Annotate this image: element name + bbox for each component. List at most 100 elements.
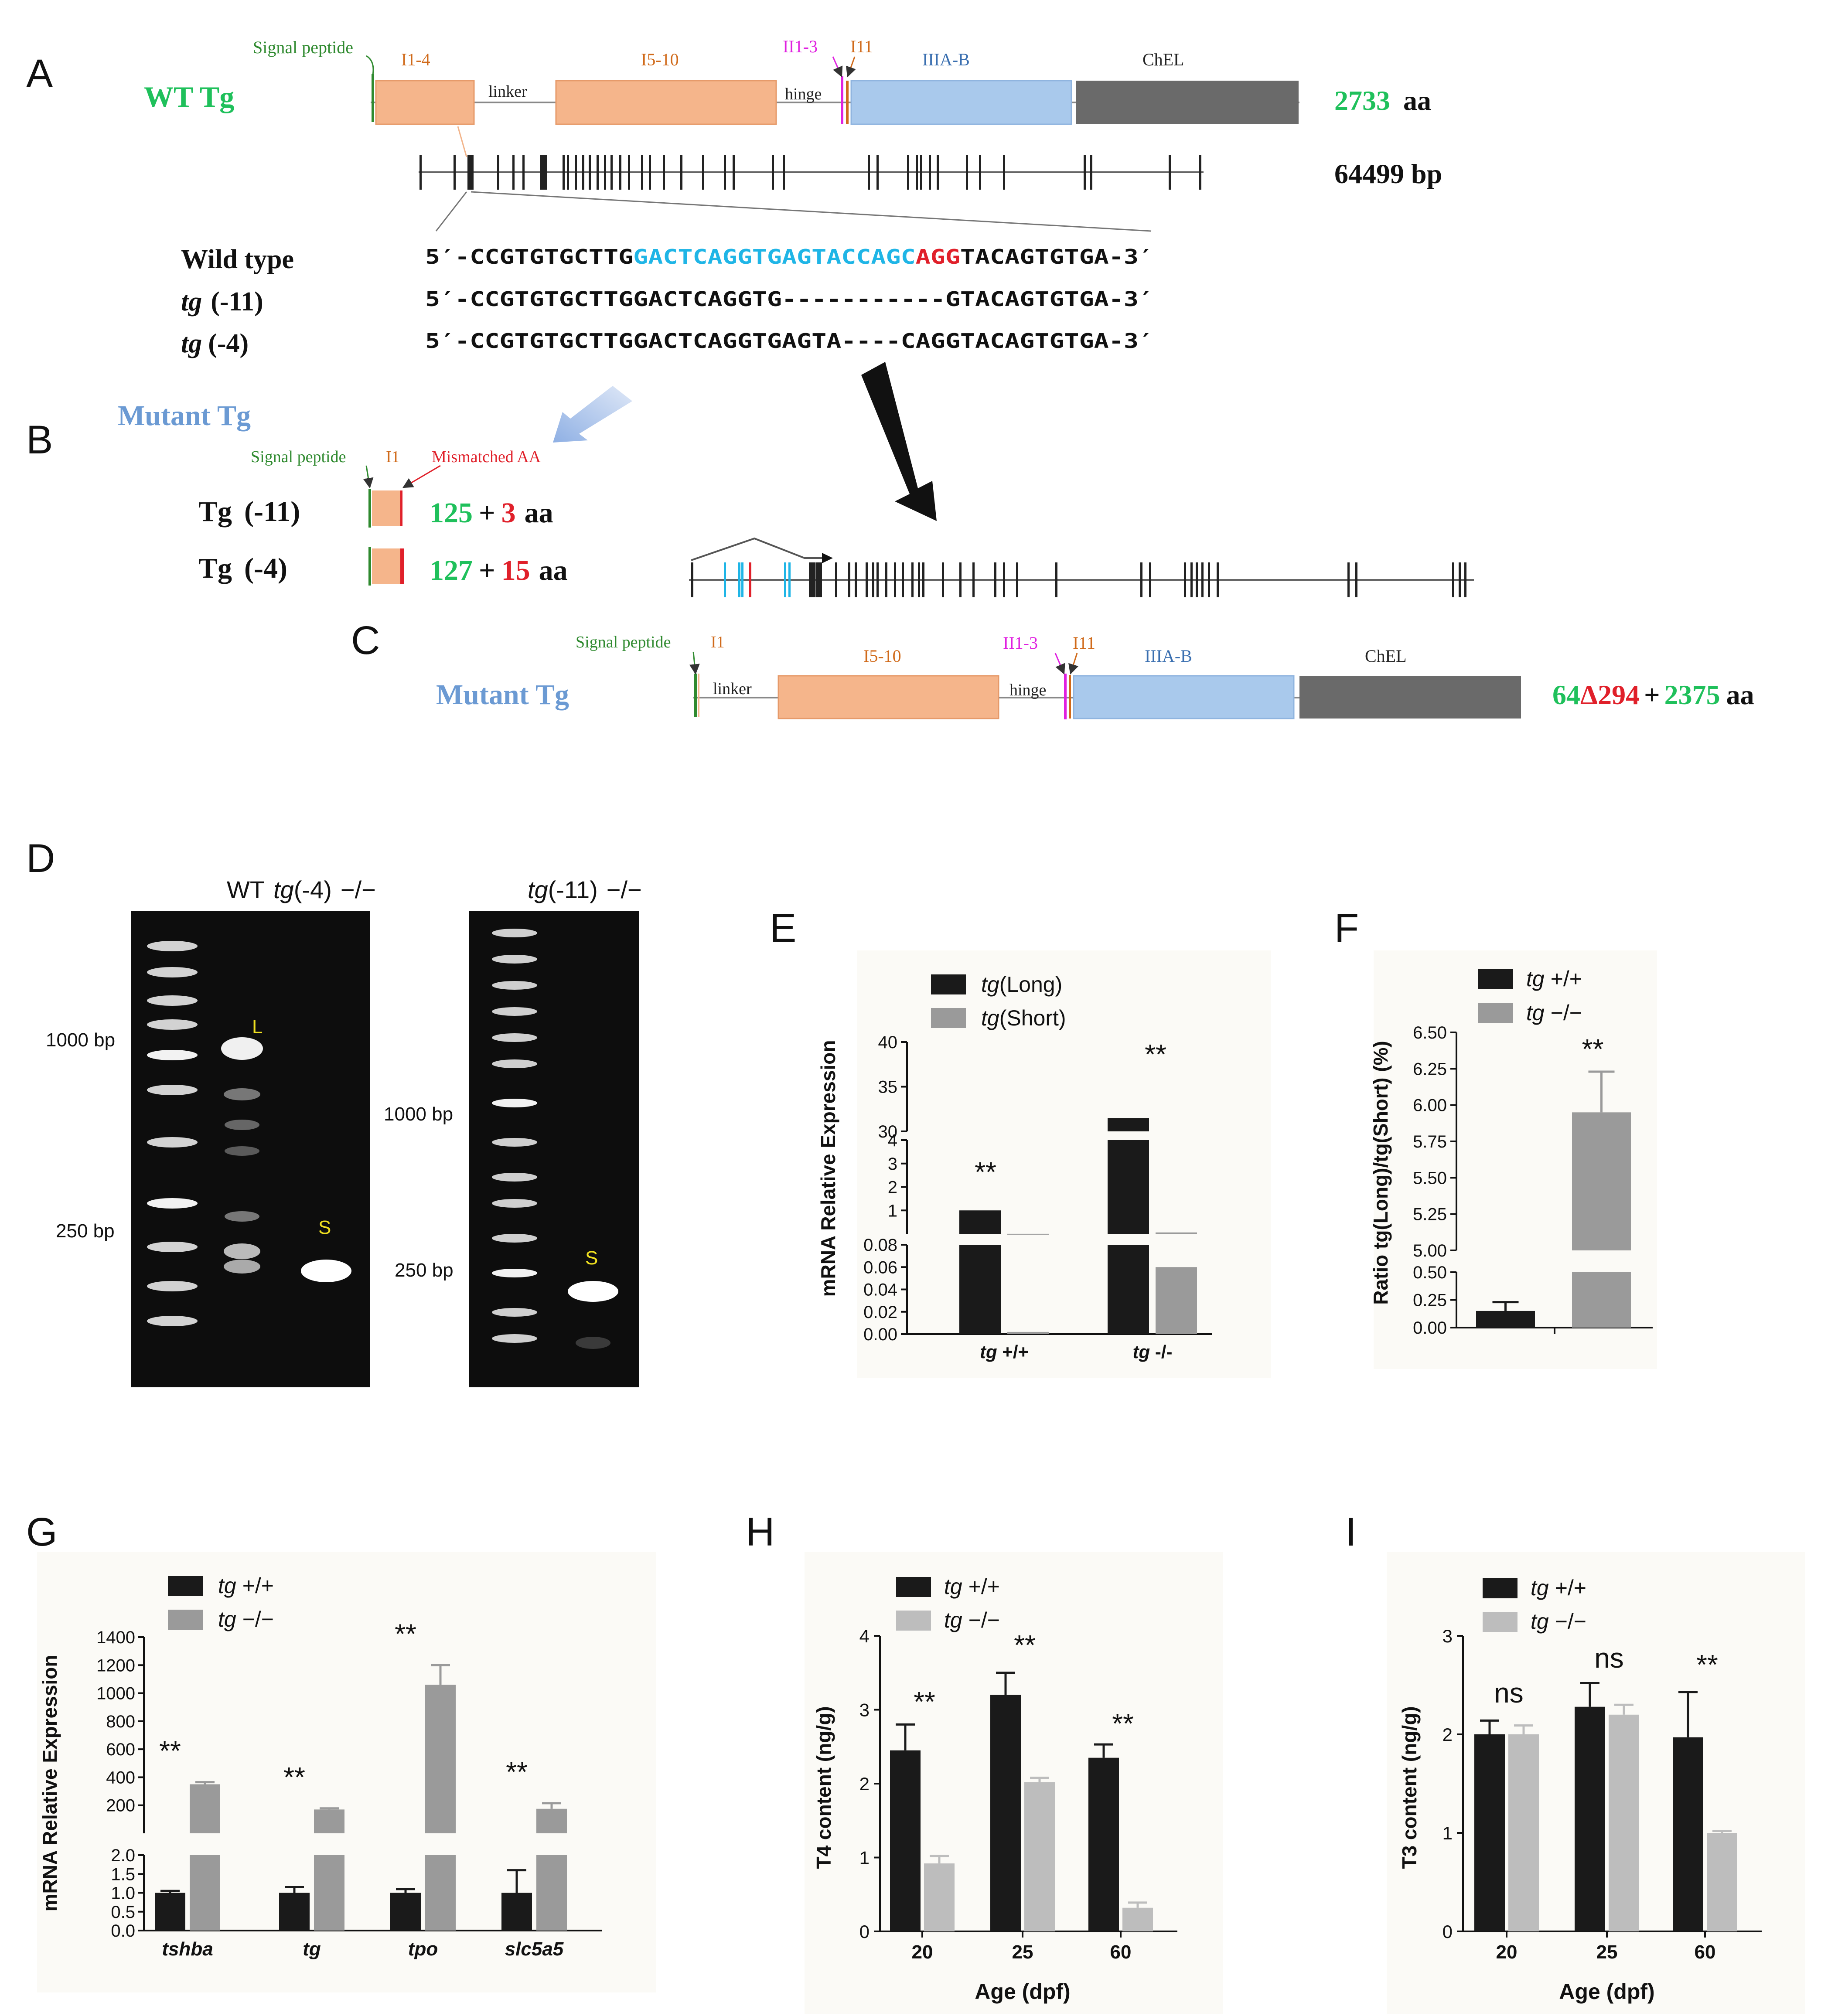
- c-aa-p3: +: [1644, 679, 1660, 710]
- e-ytick-label: 0.02: [863, 1303, 897, 1322]
- mutant-exon-17: [894, 562, 896, 597]
- h-xtick-label: 25: [1012, 1941, 1033, 1963]
- wt-tg-title: WT Tg: [144, 80, 234, 113]
- e-ytick-label: 30: [878, 1122, 898, 1141]
- gene-length-bp: 64499 bp: [1334, 158, 1442, 189]
- c-label-i11: I11: [1073, 633, 1095, 653]
- panel-h: H tg +/+ tg −/− T4 content (ng/g) Age (dpf…: [746, 1510, 1223, 2014]
- gel2-ladder-band-5: [492, 1059, 537, 1068]
- gel2-header-mut: (-11): [548, 876, 598, 903]
- f-ytick-label: 5.00: [1413, 1241, 1447, 1260]
- b2-aa-green: 127: [430, 555, 473, 586]
- panel-letter-f: F: [1334, 906, 1359, 950]
- exon-30: [907, 155, 909, 190]
- signal-peptide-marker: [372, 74, 374, 122]
- h-legend-mut: tg −/−: [944, 1608, 1000, 1632]
- f-legend-mut: tg −/−: [1526, 1001, 1582, 1025]
- b1-aa: 125 +3 aa: [430, 497, 553, 529]
- mutant-exon-40: [1459, 562, 1461, 597]
- g-legend-wt: tg +/+: [218, 1573, 274, 1598]
- gel2-ladder-band-11: [492, 1269, 537, 1277]
- gel1-ladder-band-6: [147, 1137, 198, 1148]
- mutant-exon-7: [809, 562, 815, 597]
- gel1-header-tg: tg: [273, 876, 294, 903]
- gel1-band-long: [221, 1037, 263, 1060]
- e-legend-long: tg(Long): [981, 972, 1062, 997]
- h-xtick-label: 20: [912, 1941, 933, 1963]
- seq-label-wt: Wild type: [181, 245, 294, 274]
- c-label-hinge: hinge: [1009, 681, 1046, 699]
- mutant-exon-3: [741, 562, 743, 597]
- gel1-ladder-band-8: [147, 1242, 198, 1252]
- e-bar-tg +/+-tg(Short)-seg1: [1007, 1233, 1049, 1235]
- b-label-i1: I1: [386, 448, 400, 466]
- exon-10: [567, 155, 569, 190]
- chart-i: 0 1 2 3 20 ns 25 ns 60 **: [1442, 1626, 1762, 1963]
- panel-letter-a: A: [26, 51, 53, 96]
- mutant-exon-4: [749, 562, 751, 597]
- exon-19: [641, 155, 643, 190]
- gel2-ladder-band-2: [492, 981, 537, 990]
- exon-11: [575, 155, 577, 190]
- mutant-exon-39: [1452, 562, 1454, 597]
- c-aa-p5: aa: [1726, 679, 1754, 710]
- g-bar-mut-lower-tg: [314, 1855, 344, 1931]
- label-iiia-b: IIIA-B: [922, 50, 970, 69]
- e-significance: **: [975, 1156, 996, 1188]
- e-legend-short-rest: (Short): [999, 1006, 1066, 1030]
- g-legend-wt-rest: +/+: [242, 1573, 274, 1598]
- h-legend-mut-gene: tg: [944, 1608, 962, 1632]
- panel-b: B Mutant Tg Signal peptide I1 Mismatched…: [26, 362, 1474, 597]
- c-signal: [694, 674, 697, 717]
- e-ytick-label: 0.08: [863, 1236, 897, 1255]
- g-legend-mut-gene: tg: [218, 1607, 236, 1631]
- domain-ii1-3-marker: [841, 76, 843, 124]
- c-aa-p4: 2375: [1664, 679, 1720, 710]
- exon-32: [920, 155, 922, 190]
- h-ytick-label: 1: [859, 1848, 870, 1868]
- e-legend-short: tg(Short): [981, 1006, 1066, 1030]
- g-ytick-label: 1.5: [111, 1865, 135, 1884]
- i-bar-20-0: [1474, 1734, 1505, 1931]
- b-mismatch-pointer: [402, 465, 441, 488]
- i-bar-25-0: [1575, 1706, 1605, 1931]
- mutant-exon-32: [1190, 562, 1193, 597]
- seq-label-m11: tg (-11): [181, 287, 263, 317]
- c-domain-i5-10: [778, 675, 999, 719]
- c-label-signal: Signal peptide: [576, 633, 671, 651]
- i-xtick-label: 60: [1695, 1941, 1716, 1963]
- gel1-smear-2: [225, 1120, 259, 1130]
- mutant-exon-14: [872, 562, 874, 597]
- g-legend-mut: tg −/−: [218, 1607, 274, 1631]
- exon-38: [1084, 155, 1086, 190]
- h-bar-25-0: [990, 1695, 1021, 1931]
- e-bar-tg -/--tg(Long)-seg1: [1108, 1140, 1149, 1234]
- mutant-exon-36: [1217, 562, 1219, 597]
- gel2-faint-band: [576, 1337, 610, 1349]
- g-ytick-label: 0.5: [111, 1903, 135, 1922]
- panel-e: E tg(Long) tg(Short) mRNA Relative Expre…: [770, 906, 1271, 1378]
- mutant-exon-map: [691, 562, 1466, 597]
- mutant-exon-2: [738, 562, 740, 597]
- f-ytick-label: 0.50: [1413, 1263, 1447, 1282]
- b2-signal: [368, 547, 371, 586]
- mutant-exon-41: [1464, 562, 1466, 597]
- h-significance: **: [914, 1686, 935, 1717]
- panel-a: A WT Tg Signal peptide I1-4 linker I5-10…: [26, 37, 1442, 358]
- exon-18: [628, 155, 630, 190]
- i-legend-wt: tg +/+: [1531, 1576, 1586, 1600]
- gel2-ladder: [492, 929, 537, 1343]
- b1-mut: (-11): [244, 496, 300, 528]
- mutant-exon-11: [848, 562, 850, 597]
- f-ytick-label: 6.00: [1413, 1096, 1447, 1115]
- h-xtick-label: 60: [1110, 1941, 1132, 1963]
- chart-g: 0.00.51.01.52.0 200 400 600 800 1000 1200 1400 *…: [96, 1618, 602, 1960]
- g-bar-wt-tpo: [390, 1893, 421, 1931]
- b2-mut: (-4): [244, 552, 287, 584]
- g-ytick-label: 1000: [96, 1684, 135, 1703]
- panel-d: D WT tg(-4) −/− tg(-11) −/− L S S 1000 bp 2…: [26, 836, 642, 1387]
- g-significance: **: [395, 1618, 416, 1649]
- mutant-exon-37: [1347, 562, 1350, 597]
- e-ytick-label: 40: [878, 1033, 898, 1052]
